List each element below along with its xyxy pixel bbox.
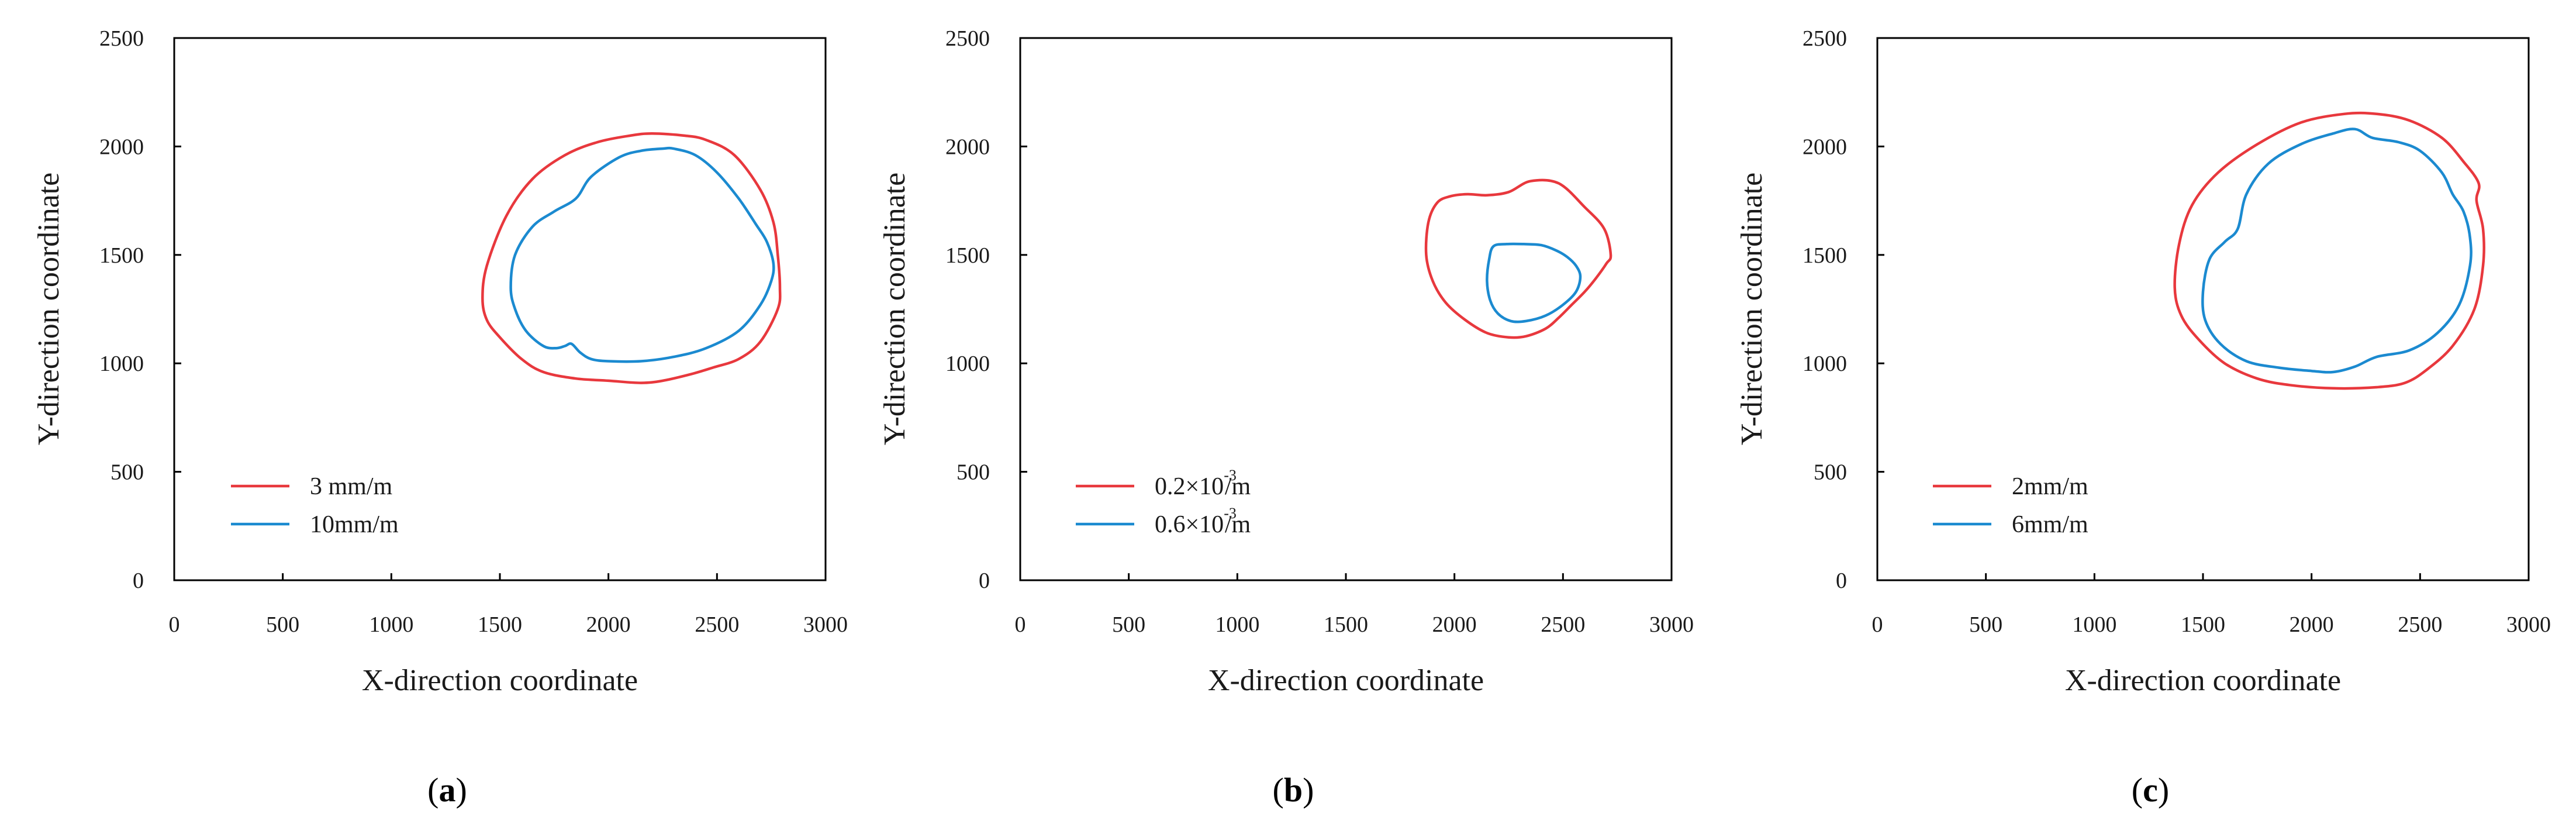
y-tick-label-b-2: 1000 <box>945 352 990 376</box>
panel-a: 0 500 1000 1500 2000 2500 3000 0 500 1000 1500 200… <box>32 26 848 809</box>
y-tick-label-a-4: 2000 <box>99 135 144 159</box>
y-tick-label-a-1: 500 <box>111 460 144 485</box>
legend-base-b-1: 0.6×10 <box>1155 511 1224 538</box>
legend-exponent-b-1: -3 <box>1224 505 1237 522</box>
panel-label-a: (a) <box>427 771 467 809</box>
x-tick-label-c-5: 2500 <box>2398 612 2442 637</box>
y-axis-label-a: Y-direction coordinate <box>32 173 65 445</box>
x-axis-label-c: X-direction coordinate <box>2065 664 2341 697</box>
legend-base-b-0: 0.2×10 <box>1155 473 1224 500</box>
x-tick-label-b-0: 0 <box>1015 612 1026 637</box>
x-tick-label-c-0: 0 <box>1872 612 1883 637</box>
legend-b: 0.2×10-3/m 0.6×10-3/m <box>1076 467 1251 538</box>
y-tick-label-a-3: 1500 <box>99 243 144 268</box>
y-axis-label-b: Y-direction coordinate <box>878 173 911 445</box>
x-tick-label-b-1: 500 <box>1112 612 1145 637</box>
legend-a: 3 mm/m 10mm/m <box>231 473 399 538</box>
y-tick-label-a-5: 2500 <box>99 26 144 51</box>
x-tick-label-a-4: 2000 <box>586 612 631 637</box>
series-line-c-1 <box>2201 128 2473 374</box>
series-line-b-1 <box>1486 242 1582 323</box>
legend-exponent-b-0: -3 <box>1224 467 1237 484</box>
x-tick-label-c-1: 500 <box>1969 612 2002 637</box>
y-ticks-c: 0 500 1000 1500 2000 2500 <box>1802 26 1884 593</box>
y-tick-label-c-3: 1500 <box>1802 243 1847 268</box>
legend-unit-b-0: /m <box>1225 473 1251 500</box>
series-a <box>481 132 782 384</box>
series-line-c-0 <box>2173 111 2485 390</box>
x-tick-label-b-3: 1500 <box>1324 612 1368 637</box>
x-tick-label-c-2: 1000 <box>2072 612 2116 637</box>
x-ticks-a: 0 500 1000 1500 2000 2500 3000 <box>169 573 848 637</box>
x-axis-label-a: X-direction coordinate <box>362 664 638 697</box>
y-tick-label-c-5: 2500 <box>1802 26 1847 51</box>
x-tick-label-b-5: 2500 <box>1541 612 1585 637</box>
x-ticks-c: 0 500 1000 1500 2000 2500 3000 <box>1872 573 2551 637</box>
series-line-a-0 <box>481 132 782 384</box>
y-tick-label-b-4: 2000 <box>945 135 990 159</box>
legend-c: 2mm/m 6mm/m <box>1933 473 2088 538</box>
y-ticks-a: 0 500 1000 1500 2000 2500 <box>99 26 181 593</box>
series-b <box>1424 178 1612 339</box>
legend-label-b-0: 0.2×10-3/m <box>1155 467 1251 500</box>
y-tick-label-c-1: 500 <box>1814 460 1847 485</box>
panel-b: 0 500 1000 1500 2000 2500 3000 0 500 1000 1500 200… <box>878 26 1694 809</box>
y-tick-label-c-2: 1000 <box>1802 352 1847 376</box>
y-tick-label-b-3: 1500 <box>945 243 990 268</box>
y-tick-label-b-5: 2500 <box>945 26 990 51</box>
y-tick-label-a-2: 1000 <box>99 352 144 376</box>
legend-label-a-1: 10mm/m <box>310 511 399 538</box>
legend-label-c-1: 6mm/m <box>2012 511 2088 538</box>
series-line-b-0 <box>1424 178 1612 339</box>
x-tick-label-a-5: 2500 <box>695 612 739 637</box>
x-tick-label-b-6: 3000 <box>1649 612 1694 637</box>
y-tick-label-c-4: 2000 <box>1802 135 1847 159</box>
x-tick-label-c-6: 3000 <box>2506 612 2551 637</box>
x-tick-label-b-2: 1000 <box>1215 612 1259 637</box>
panel-label-c: (c) <box>2132 771 2169 809</box>
x-tick-label-a-3: 1500 <box>478 612 522 637</box>
panel-letter-c: c <box>2143 771 2158 809</box>
x-tick-label-b-4: 2000 <box>1432 612 1477 637</box>
series-c <box>2173 111 2485 390</box>
plot-area-a <box>173 37 827 581</box>
y-tick-label-b-0: 0 <box>979 569 990 593</box>
panel-c: 0 500 1000 1500 2000 2500 3000 0 500 1000 1500 200… <box>1735 26 2551 809</box>
panel-letter-a: a <box>439 771 456 809</box>
legend-label-b-1: 0.6×10-3/m <box>1155 505 1251 538</box>
x-tick-label-a-2: 1000 <box>369 612 413 637</box>
x-tick-label-a-0: 0 <box>169 612 180 637</box>
y-tick-label-c-0: 0 <box>1836 569 1847 593</box>
panel-label-b: (b) <box>1273 771 1314 809</box>
x-tick-label-a-1: 500 <box>266 612 299 637</box>
legend-label-a-0: 3 mm/m <box>310 473 393 500</box>
x-tick-label-a-6: 3000 <box>803 612 848 637</box>
series-line-a-1 <box>509 146 775 363</box>
panel-letter-b: b <box>1284 771 1303 809</box>
plot-area-b <box>1019 37 1673 581</box>
y-tick-label-b-1: 500 <box>956 460 990 485</box>
x-tick-label-c-4: 2000 <box>2290 612 2334 637</box>
x-tick-label-c-3: 1500 <box>2181 612 2225 637</box>
x-ticks-b: 0 500 1000 1500 2000 2500 3000 <box>1015 573 1694 637</box>
legend-label-c-0: 2mm/m <box>2012 473 2088 500</box>
y-ticks-b: 0 500 1000 1500 2000 2500 <box>945 26 1027 593</box>
y-tick-label-a-0: 0 <box>133 569 144 593</box>
legend-unit-b-1: /m <box>1225 511 1251 538</box>
y-axis-label-c: Y-direction coordinate <box>1735 173 1769 445</box>
x-axis-label-b: X-direction coordinate <box>1208 664 1484 697</box>
